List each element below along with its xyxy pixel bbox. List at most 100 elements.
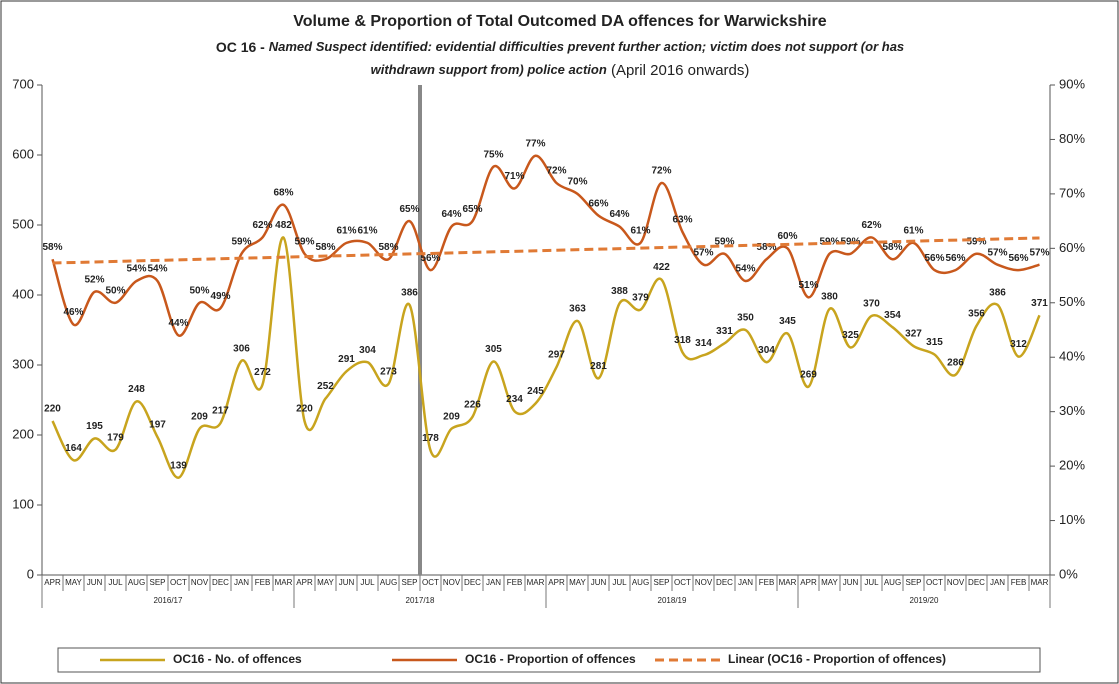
data-label: 58% — [315, 242, 335, 253]
data-label: 371 — [1031, 298, 1048, 309]
x-tick-label: SEP — [905, 578, 921, 587]
y2-tick-label: 10% — [1059, 512, 1085, 527]
data-label: 209 — [443, 411, 460, 422]
x-tick-label: FEB — [255, 578, 271, 587]
data-label: 422 — [653, 262, 670, 273]
data-label: 234 — [506, 394, 523, 405]
data-label: 70% — [567, 177, 587, 188]
data-label: 380 — [821, 292, 838, 303]
y-tick-label: 700 — [12, 76, 34, 91]
data-label: 54% — [126, 264, 146, 275]
data-label: 304 — [758, 345, 775, 356]
y2-tick-label: 30% — [1059, 403, 1085, 418]
x-tick-label: NOV — [191, 578, 209, 587]
x-tick-label: APR — [548, 578, 565, 587]
data-label: 286 — [947, 357, 964, 368]
data-label: 65% — [399, 204, 419, 215]
y2-tick-label: 80% — [1059, 131, 1085, 146]
subtitle-line: withdrawn support from) police action (A… — [371, 62, 750, 79]
y2-tick-label: 50% — [1059, 294, 1085, 309]
x-tick-label: MAR — [527, 578, 545, 587]
data-label: 217 — [212, 406, 229, 417]
data-label: 305 — [485, 344, 502, 355]
data-label: 379 — [632, 292, 649, 303]
data-label: 61% — [903, 226, 923, 237]
data-label: 44% — [168, 318, 188, 329]
data-label: 354 — [884, 310, 901, 321]
data-label: 312 — [1010, 339, 1027, 350]
data-label: 63% — [672, 215, 692, 226]
y2-tick-label: 90% — [1059, 76, 1085, 91]
data-label: 139 — [170, 460, 187, 471]
data-label: 252 — [317, 381, 334, 392]
data-label: 75% — [483, 149, 503, 160]
data-label: 50% — [105, 285, 125, 296]
x-tick-label: OCT — [170, 578, 187, 587]
data-label: 245 — [527, 386, 544, 397]
chart-title: Volume & Proportion of Total Outcomed DA… — [293, 13, 826, 30]
y-tick-label: 100 — [12, 496, 34, 511]
data-label: 65% — [462, 204, 482, 215]
data-label: 331 — [716, 326, 733, 337]
data-label: 269 — [800, 369, 817, 380]
data-label: 363 — [569, 304, 586, 315]
data-label: 220 — [296, 404, 313, 415]
data-label: 281 — [590, 361, 607, 372]
x-tick-label: JUN — [87, 578, 103, 587]
y2-tick-label: 20% — [1059, 458, 1085, 473]
data-label: 59% — [231, 236, 251, 247]
x-tick-label: OCT — [674, 578, 691, 587]
x-tick-label: DEC — [212, 578, 229, 587]
data-label: 56% — [945, 253, 965, 264]
x-tick-label: MAY — [317, 578, 334, 587]
x-tick-label: OCT — [926, 578, 943, 587]
x-tick-label: NOV — [695, 578, 713, 587]
data-label: 58% — [42, 242, 62, 253]
data-label: 59% — [714, 236, 734, 247]
legend-label: Linear (OC16 - Proportion of offences) — [728, 652, 946, 666]
x-tick-label: SEP — [401, 578, 417, 587]
x-tick-label: MAY — [65, 578, 82, 587]
x-tick-label: AUG — [128, 578, 145, 587]
x-tick-label: JUL — [360, 578, 375, 587]
data-label: 61% — [357, 226, 377, 237]
data-label: 58% — [378, 242, 398, 253]
x-tick-label: JUN — [591, 578, 607, 587]
data-label: 66% — [588, 198, 608, 209]
x-tick-label: APR — [296, 578, 313, 587]
data-label: 58% — [756, 242, 776, 253]
x-tick-label: JUL — [864, 578, 879, 587]
x-tick-label: SEP — [653, 578, 669, 587]
x-tick-label: MAY — [569, 578, 586, 587]
data-label: 51% — [798, 280, 818, 291]
x-group-label: 2019/20 — [910, 596, 939, 605]
y-tick-label: 300 — [12, 356, 34, 371]
subtitle-text: withdrawn support from) police action — [371, 62, 607, 77]
y2-tick-label: 0% — [1059, 566, 1078, 581]
y-tick-label: 200 — [12, 426, 34, 441]
data-label: 220 — [44, 404, 61, 415]
x-tick-label: FEB — [1011, 578, 1027, 587]
x-tick-label: FEB — [759, 578, 775, 587]
data-label: 68% — [273, 187, 293, 198]
data-label: 350 — [737, 313, 754, 324]
x-tick-label: MAR — [275, 578, 293, 587]
x-tick-label: NOV — [947, 578, 965, 587]
data-label: 54% — [147, 264, 167, 275]
data-label: 60% — [777, 231, 797, 242]
legend-label: OC16 - No. of offences — [173, 652, 302, 666]
x-tick-label: AUG — [632, 578, 649, 587]
x-tick-label: JAN — [738, 578, 753, 587]
data-label: 64% — [441, 209, 461, 220]
data-label: 370 — [863, 299, 880, 310]
x-tick-label: OCT — [422, 578, 439, 587]
data-label: 248 — [128, 384, 145, 395]
data-label: 62% — [252, 220, 272, 231]
data-label: 388 — [611, 286, 628, 297]
subtitle-line: OC 16 - Named Suspect identified: eviden… — [216, 39, 904, 55]
data-label: 179 — [107, 432, 124, 443]
data-label: 306 — [233, 343, 250, 354]
x-tick-label: JUL — [612, 578, 627, 587]
x-tick-label: JUL — [108, 578, 123, 587]
